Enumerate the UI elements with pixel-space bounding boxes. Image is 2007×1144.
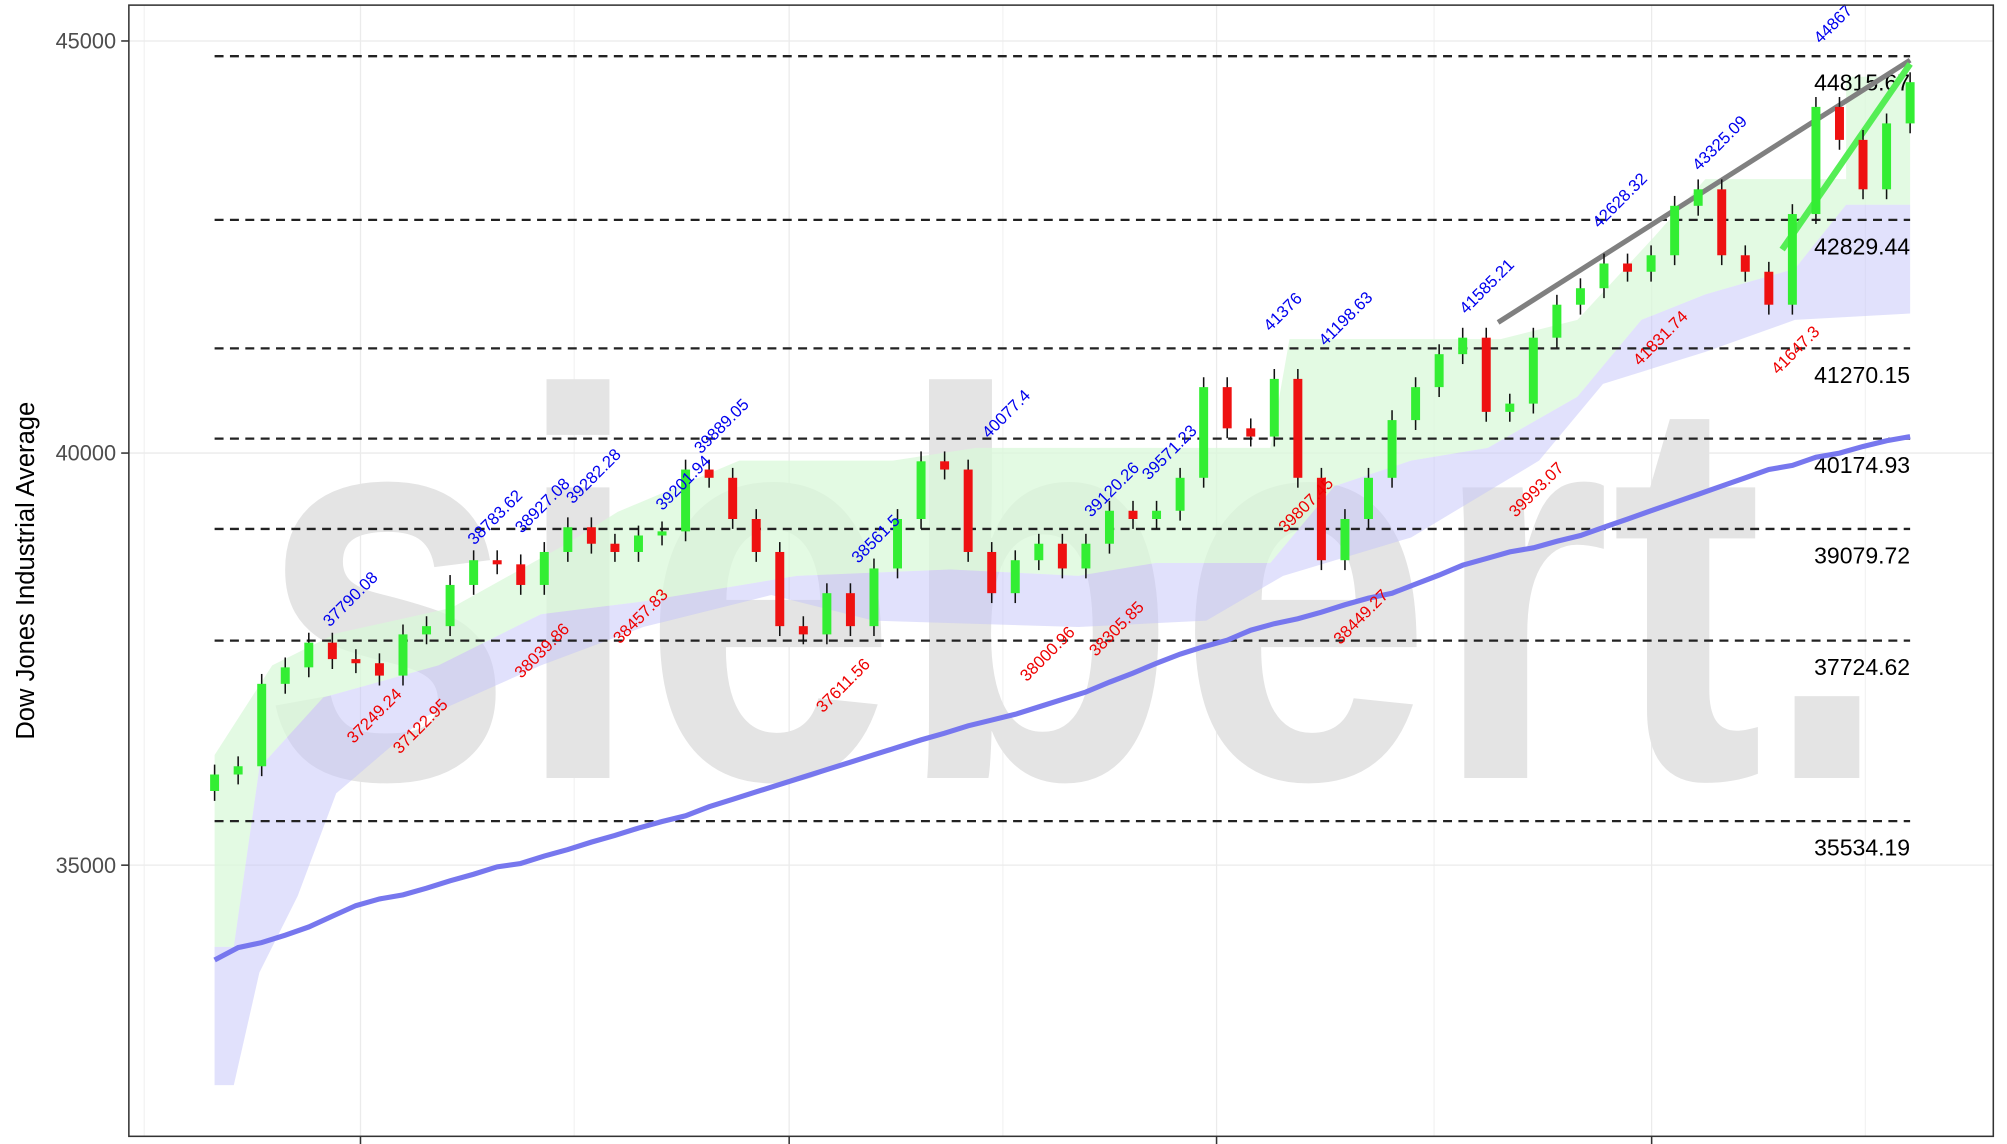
- candle-body: [987, 551, 997, 594]
- level-label: 37724.62: [1814, 654, 1910, 680]
- candle-body: [1858, 139, 1868, 190]
- candle-body: [516, 564, 526, 585]
- candle-body: [1010, 560, 1020, 594]
- candle-body: [1552, 304, 1562, 338]
- candle-body: [893, 519, 902, 569]
- candle-body: [845, 593, 855, 627]
- candle-body: [563, 527, 573, 552]
- candle-body: [1481, 337, 1491, 412]
- candle-body: [1670, 205, 1680, 256]
- candle-body: [822, 593, 832, 635]
- candle-body: [1835, 106, 1844, 140]
- candle-body: [1387, 420, 1397, 478]
- candle-body: [1293, 378, 1303, 478]
- level-label: 35534.19: [1814, 835, 1910, 861]
- candle-body: [210, 774, 220, 791]
- candle-body: [963, 469, 973, 552]
- y-tick-label: 40000: [56, 441, 116, 466]
- candle-body: [1222, 387, 1232, 429]
- candle-body: [1905, 82, 1915, 124]
- upper-band: [214, 76, 1911, 947]
- candle-body: [1316, 477, 1326, 561]
- candle-body: [1199, 387, 1209, 478]
- candle-body: [586, 527, 596, 544]
- candle-body: [657, 531, 667, 536]
- candle-body: [1246, 428, 1256, 437]
- candle-body: [1599, 263, 1609, 289]
- candle-body: [327, 642, 337, 660]
- candle-body: [1575, 288, 1585, 305]
- x-ticks: [359, 1136, 1653, 1144]
- candle-body: [1175, 477, 1185, 511]
- candle-body: [1717, 189, 1727, 256]
- candle-body: [1693, 189, 1703, 206]
- candle-body: [1646, 255, 1656, 272]
- candle-body: [1034, 543, 1044, 561]
- candle-body: [1787, 214, 1797, 305]
- candle-body: [1505, 403, 1515, 412]
- candle-body: [610, 543, 620, 552]
- candle-body: [704, 469, 714, 478]
- y-tick-label: 35000: [56, 853, 116, 878]
- candle-body: [634, 535, 643, 552]
- candle-body: [280, 667, 290, 684]
- candle-body: [1057, 543, 1067, 569]
- candle-body: [1104, 510, 1114, 544]
- candle-body: [1528, 337, 1538, 404]
- candle-body: [233, 766, 243, 775]
- candle-body: [1411, 387, 1421, 421]
- candle-body: [492, 560, 502, 565]
- candle-body: [798, 626, 808, 635]
- candle-body: [1740, 255, 1750, 272]
- y-tick-label: 45000: [56, 29, 116, 54]
- candle-body: [304, 642, 314, 668]
- level-label: 39079.72: [1814, 542, 1910, 568]
- candle-body: [775, 551, 785, 627]
- candle-body: [1458, 337, 1468, 355]
- candle-body: [1152, 510, 1162, 520]
- candle-body: [1811, 106, 1821, 215]
- candle-body: [1340, 519, 1350, 561]
- candle-body: [751, 519, 761, 552]
- candle-body: [374, 663, 384, 676]
- level-label: 42829.44: [1814, 233, 1910, 259]
- candle-body: [916, 461, 926, 520]
- plot-border: [128, 4, 1995, 1138]
- candle-body: [1269, 378, 1279, 437]
- candle-body: [728, 477, 738, 520]
- candle-body: [445, 584, 455, 627]
- candle-body: [940, 461, 950, 470]
- level-label: 41270.15: [1814, 362, 1910, 388]
- candle-body: [539, 551, 549, 585]
- y-axis-label: Dow Jones Industrial Average: [12, 402, 40, 740]
- candle-body: [1764, 271, 1774, 305]
- candle-body: [1364, 477, 1373, 520]
- candle-body: [1434, 354, 1444, 388]
- candle-body: [257, 683, 267, 767]
- candle-body: [1882, 123, 1892, 190]
- candle-body: [1081, 543, 1091, 569]
- candle-body: [681, 469, 691, 532]
- candle-body: [1623, 263, 1633, 272]
- lower-band: [214, 204, 1911, 1086]
- candle-body: [398, 634, 408, 676]
- moving-average-line: [213, 434, 1911, 963]
- candle-body: [1128, 510, 1138, 520]
- candle-body: [422, 626, 432, 635]
- candle-body: [469, 560, 479, 585]
- trend-line: [1779, 62, 1913, 252]
- trend-line: [1496, 57, 1912, 325]
- candle-body: [351, 659, 361, 664]
- candle-body: [869, 568, 879, 627]
